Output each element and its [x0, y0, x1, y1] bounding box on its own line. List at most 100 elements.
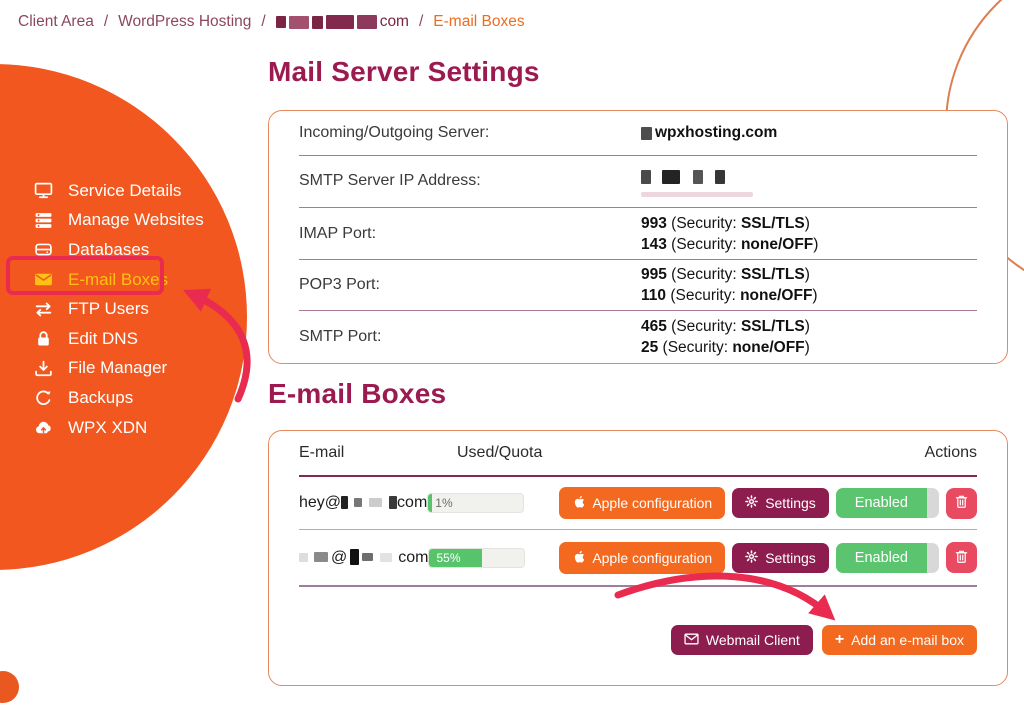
actions-cell: Apple configuration Settings Enabled: [559, 541, 977, 574]
quota-cell: 1%: [427, 493, 559, 513]
delete-mailbox-button[interactable]: [946, 487, 977, 519]
sidebar-item-databases[interactable]: Databases: [34, 235, 204, 265]
server-hostname: wpxhosting.com: [655, 124, 778, 142]
progress-fill: [429, 548, 482, 567]
gear-icon: [745, 495, 758, 511]
gear-icon: [745, 549, 758, 566]
breadcrumb-wordpress-hosting[interactable]: WordPress Hosting: [118, 13, 252, 30]
email-boxes-panel: E-mail Used/Quota Actions hey@ com 1% App…: [268, 430, 1008, 686]
email-row: hey@ com 1% Apple configuration Settings …: [299, 477, 977, 530]
sidebar-item-label: Backups: [68, 387, 134, 407]
breadcrumb-email-boxes[interactable]: E-mail Boxes: [433, 13, 525, 30]
row-label: SMTP Server IP Address:: [299, 172, 481, 190]
delete-mailbox-button[interactable]: [946, 542, 977, 573]
sidebar-item-label: E-mail Boxes: [68, 269, 169, 289]
mail-server-settings-title: Mail Server Settings: [268, 56, 540, 87]
email-address: @ com: [299, 549, 428, 567]
add-email-box-button[interactable]: + Add an e-mail box: [821, 625, 977, 655]
sidebar-item-backups[interactable]: Backups: [34, 383, 204, 413]
row-pop3-port: POP3 Port: 995 (Security: SSL/TLS) 110 (…: [299, 260, 977, 312]
enabled-label: Enabled: [835, 542, 927, 573]
settings-label: Settings: [765, 549, 816, 566]
pop3-port-value: 995 (Security: SSL/TLS) 110 (Security: n…: [641, 266, 818, 305]
sidebar-item-edit-dns[interactable]: Edit DNS: [34, 324, 204, 354]
mail-server-settings-panel: Incoming/Outgoing Server: wpxhosting.com…: [268, 110, 1008, 364]
row-label: IMAP Port:: [299, 224, 377, 242]
sidebar-item-file-manager[interactable]: File Manager: [34, 354, 204, 384]
email-boxes-title: E-mail Boxes: [268, 378, 447, 409]
server-stack-icon: [34, 212, 53, 229]
redaction-block: [288, 15, 309, 29]
column-actions: Actions: [924, 444, 977, 461]
smtp-port-value: 465 (Security: SSL/TLS) 25 (Security: no…: [641, 318, 810, 357]
restore-icon: [34, 389, 53, 406]
row-label: SMTP Port:: [299, 328, 382, 346]
breadcrumb-separator: /: [418, 13, 424, 30]
annotation-highlight-box: [6, 256, 164, 295]
breadcrumb-separator: /: [103, 13, 109, 30]
enabled-toggle-tail: [927, 542, 939, 573]
row-label: Incoming/Outgoing Server:: [299, 123, 490, 141]
add-email-box-label: Add an e-mail box: [851, 632, 964, 648]
apple-icon: [572, 494, 585, 512]
email-table-header: E-mail Used/Quota Actions: [299, 431, 977, 477]
database-drive-icon: [34, 241, 53, 258]
progress-label: 1%: [435, 496, 453, 510]
sidebar-item-label: File Manager: [68, 358, 168, 378]
apple-configuration-button[interactable]: Apple configuration: [559, 487, 726, 519]
email-address: hey@ com: [299, 494, 428, 511]
column-email: E-mail: [299, 444, 345, 461]
progress-label: 55%: [436, 550, 461, 565]
download-icon: [34, 360, 53, 377]
sidebar-item-label: WPX XDN: [68, 417, 148, 437]
usage-progress-bar: 55%: [428, 547, 526, 568]
transfer-arrows-icon: [34, 301, 53, 318]
apple-configuration-button[interactable]: Apple configuration: [559, 541, 726, 574]
sidebar-item-service-details[interactable]: Service Details: [34, 176, 204, 206]
breadcrumb-domain-redacted[interactable]: com: [275, 13, 409, 31]
sidebar-item-label: FTP Users: [68, 299, 149, 319]
enabled-toggle[interactable]: Enabled: [835, 488, 939, 518]
sidebar-item-email-boxes[interactable]: E-mail Boxes: [34, 265, 204, 295]
email-row: @ com 55% Apple configuration Settings En…: [299, 530, 977, 585]
breadcrumb-client-area[interactable]: Client Area: [18, 13, 94, 30]
settings-button[interactable]: Settings: [732, 488, 829, 518]
breadcrumb-domain-tld: com: [379, 13, 409, 30]
envelope-outline-icon: [684, 632, 699, 648]
email-boxes-footer: Webmail Client + Add an e-mail box: [299, 625, 977, 655]
webmail-client-label: Webmail Client: [705, 632, 800, 648]
row-incoming-outgoing-server: Incoming/Outgoing Server: wpxhosting.com: [299, 111, 977, 156]
smtp-ip-value-redacted: [641, 166, 753, 197]
progress-fill: [428, 494, 433, 512]
redaction-block: [275, 16, 286, 28]
sidebar-item-wpx-xdn[interactable]: WPX XDN: [34, 413, 204, 443]
redaction-block: [356, 15, 377, 29]
redaction-block: [311, 15, 323, 29]
server-value: wpxhosting.com: [641, 122, 777, 143]
sidebar-item-ftp-users[interactable]: FTP Users: [34, 294, 204, 324]
decorative-bottom-circle: [0, 671, 19, 703]
redaction-block: [325, 15, 354, 29]
enabled-toggle[interactable]: Enabled: [835, 542, 939, 573]
cloud-upload-icon: [34, 419, 53, 436]
enabled-toggle-tail: [927, 488, 939, 518]
apple-configuration-label: Apple configuration: [592, 549, 713, 566]
sidebar-menu: Service Details Manage Websites Database…: [34, 176, 204, 442]
sidebar-item-label: Service Details: [68, 180, 182, 200]
envelope-icon: [34, 271, 53, 288]
sidebar-item-label: Databases: [68, 239, 150, 259]
redaction-smear: [641, 191, 753, 197]
enabled-label: Enabled: [835, 488, 927, 518]
plus-icon: +: [834, 631, 845, 648]
table-footer-divider: [299, 585, 977, 587]
settings-button[interactable]: Settings: [732, 542, 829, 573]
breadcrumb-separator: /: [261, 13, 266, 30]
row-label: POP3 Port:: [299, 276, 380, 294]
row-smtp-ip-address: SMTP Server IP Address:: [299, 156, 977, 209]
sidebar-item-manage-websites[interactable]: Manage Websites: [34, 206, 204, 236]
webmail-client-button[interactable]: Webmail Client: [670, 625, 813, 655]
apple-configuration-label: Apple configuration: [592, 495, 713, 511]
settings-label: Settings: [765, 495, 816, 511]
monitor-icon: [34, 182, 53, 199]
quota-cell: 55%: [428, 547, 559, 568]
